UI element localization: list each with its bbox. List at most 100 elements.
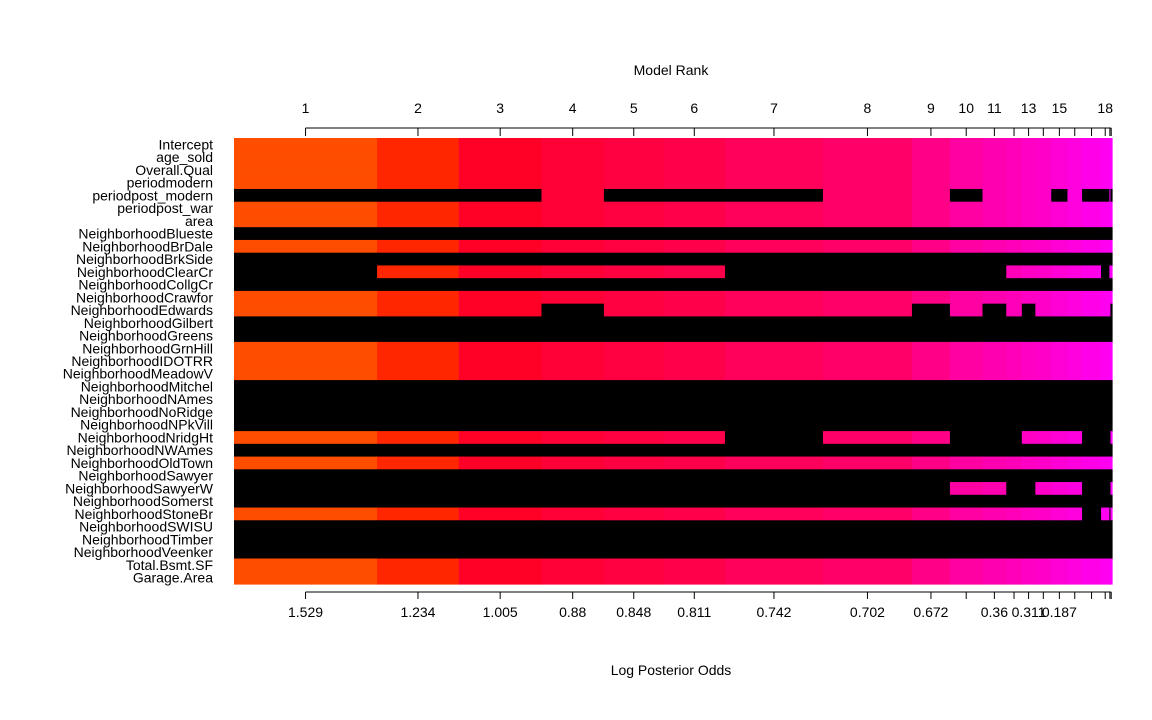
heatmap-cell — [234, 150, 378, 165]
heatmap-cell — [1051, 482, 1069, 496]
heatmap-cell — [541, 138, 605, 152]
variable-label: NeighborhoodNAmes — [79, 391, 213, 407]
heatmap-cell — [1067, 138, 1083, 152]
heatmap-cell — [1035, 290, 1052, 305]
heatmap-cell — [377, 392, 460, 407]
heatmap-cell — [724, 482, 824, 496]
bottom-axis: 1.529 1.234 1.005 0.88 0.848 0.811 0.742 0.702 0… — [288, 591, 1112, 620]
heatmap-cell — [724, 227, 824, 241]
heatmap-cell — [603, 469, 665, 483]
variable-label: NeighborhoodMitchel — [81, 378, 213, 394]
heatmap-cell — [822, 443, 913, 458]
heatmap-cell — [911, 443, 951, 458]
heatmap-cell — [234, 405, 378, 419]
heatmap-cell — [1082, 227, 1102, 241]
heatmap-cell — [458, 367, 543, 381]
heatmap-cell — [1110, 329, 1113, 343]
heatmap-cell — [1006, 443, 1023, 458]
heatmap-cell — [1021, 545, 1036, 560]
heatmap-cell — [541, 456, 605, 470]
heatmap-cell — [1109, 443, 1112, 458]
heatmap-cell — [1035, 545, 1052, 560]
heatmap-cell — [1051, 227, 1069, 241]
heatmap-cell — [603, 150, 665, 165]
heatmap-cell — [949, 239, 984, 254]
heatmap-cell — [1101, 418, 1110, 432]
heatmap-cell — [982, 520, 1007, 534]
heatmap-cell — [949, 469, 984, 483]
heatmap-cell — [603, 392, 665, 407]
heatmap-cell — [663, 239, 726, 254]
heatmap-cell — [1035, 278, 1052, 292]
heatmap-cell — [458, 278, 543, 292]
heatmap-cell — [1035, 558, 1052, 572]
heatmap-cell — [603, 380, 665, 394]
heatmap-cell — [911, 227, 951, 241]
heatmap-cell — [1035, 303, 1052, 317]
heatmap-cell — [1021, 392, 1036, 407]
heatmap-cell — [1051, 354, 1069, 368]
heatmap-cell — [1067, 418, 1083, 432]
heatmap-cell — [1082, 239, 1102, 254]
heatmap-cell — [458, 494, 543, 509]
heatmap-cell — [663, 188, 726, 203]
heatmap-cell — [603, 571, 665, 585]
heatmap-cell — [234, 252, 378, 267]
bottom-tick-label: 0.311 — [1012, 604, 1046, 620]
variable-label: Overall.Qual — [135, 162, 213, 178]
heatmap-cell — [1101, 303, 1110, 317]
heatmap-cell — [541, 188, 605, 203]
heatmap-cell — [1021, 482, 1036, 496]
heatmap-cell — [458, 571, 543, 585]
heatmap-cell — [1021, 227, 1036, 241]
heatmap-cell — [1006, 533, 1023, 547]
heatmap-cell — [1101, 201, 1110, 216]
heatmap-cell — [724, 303, 824, 317]
heatmap-cell — [1109, 469, 1112, 483]
heatmap-cells — [234, 138, 1113, 585]
heatmap-cell — [234, 201, 378, 216]
heatmap-cell — [1035, 329, 1052, 343]
variable-label: NeighborhoodGreens — [79, 328, 213, 344]
heatmap-cell — [1067, 545, 1083, 560]
heatmap-cell — [1006, 354, 1023, 368]
heatmap-cell — [822, 303, 913, 317]
heatmap-cell — [1067, 341, 1083, 356]
variable-label: NeighborhoodGilbert — [84, 315, 213, 331]
heatmap-cell — [603, 405, 665, 419]
heatmap-cell — [1101, 290, 1110, 305]
heatmap-cell — [911, 252, 951, 267]
heatmap-cell — [1109, 278, 1112, 292]
heatmap-cell — [1110, 227, 1113, 241]
heatmap-cell — [949, 558, 984, 572]
heatmap-cell — [1082, 418, 1102, 432]
heatmap-cell — [603, 278, 665, 292]
heatmap-cell — [1051, 545, 1069, 560]
heatmap-cell — [1006, 290, 1023, 305]
top-tick-label: 4 — [569, 100, 577, 116]
heatmap-cell — [1035, 354, 1052, 368]
heatmap-cell — [982, 341, 1007, 356]
heatmap-cell — [541, 392, 605, 407]
heatmap-cell — [663, 482, 726, 496]
heatmap-cell — [458, 418, 543, 432]
heatmap-cell — [822, 150, 913, 165]
heatmap-cell — [822, 456, 913, 470]
heatmap-cell — [949, 150, 984, 165]
heatmap-cell — [1051, 507, 1069, 521]
heatmap-cell — [1021, 443, 1036, 458]
heatmap-cell — [234, 239, 378, 254]
heatmap-cell — [982, 545, 1007, 560]
heatmap-cell — [1035, 494, 1052, 509]
heatmap-cell — [982, 456, 1007, 470]
heatmap-cell — [603, 163, 665, 177]
heatmap-cell — [949, 533, 984, 547]
variable-label: NeighborhoodCrawfor — [76, 289, 213, 305]
heatmap-cell — [949, 329, 984, 343]
heatmap-cell — [663, 227, 726, 241]
variable-label: NeighborhoodNridgHt — [78, 429, 214, 445]
heatmap-cell — [1051, 278, 1069, 292]
heatmap-cell — [663, 278, 726, 292]
heatmap-cell — [234, 431, 378, 445]
heatmap-cell — [377, 469, 460, 483]
